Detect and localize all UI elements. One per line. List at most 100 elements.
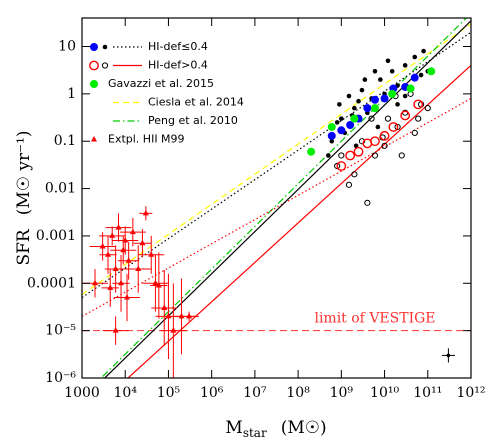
x-tick-label: 10⁵ (157, 385, 181, 401)
point (327, 122, 336, 131)
point (124, 294, 131, 300)
point (326, 153, 331, 158)
point (364, 199, 371, 206)
x-tick-label: 10¹² (456, 385, 485, 401)
point (421, 48, 426, 54)
point (92, 279, 99, 286)
fit-line (82, 23, 471, 295)
point (402, 93, 408, 99)
x-tick-label: 10⁶ (200, 385, 224, 401)
point (424, 105, 431, 112)
point (155, 281, 162, 288)
x-tick-label: 10¹¹ (413, 385, 442, 401)
y-label-unit: (M☉ yr⁻¹) (14, 130, 34, 215)
point (339, 116, 344, 121)
point (412, 54, 418, 60)
point (388, 122, 399, 132)
point (410, 73, 419, 82)
x-tick-label: 10⁴ (114, 385, 138, 401)
legend-marker (91, 136, 97, 142)
point (394, 123, 401, 131)
point (115, 224, 122, 230)
legend-label: HI-def≤0.4 (148, 40, 208, 53)
x-label-sub: star (243, 426, 267, 440)
point (402, 63, 408, 68)
point (161, 304, 168, 311)
y-tick-label: 0.1 (54, 133, 76, 149)
point (370, 104, 379, 113)
x-tick-label: 1000 (64, 385, 100, 401)
point (122, 237, 129, 243)
x-axis-label: Mstar (M☉) (225, 418, 326, 440)
point (186, 312, 193, 319)
y-label-main: SFR (14, 228, 34, 265)
legend-label: Peng et al. 2010 (148, 114, 238, 127)
point (334, 162, 341, 170)
point (378, 77, 383, 82)
point (368, 115, 375, 122)
fit-line (82, 31, 471, 299)
point (178, 312, 185, 319)
point (329, 138, 335, 144)
error-example-point (446, 353, 451, 358)
point (350, 114, 359, 123)
y-tick-label: 10⁻⁶ (45, 370, 76, 386)
plot-area (82, 18, 471, 378)
y-tick-label: 0.001 (36, 228, 76, 244)
point (381, 142, 388, 149)
point (358, 138, 366, 145)
point (370, 95, 379, 104)
y-tick-label: 1 (67, 86, 76, 102)
legend-marker (89, 60, 99, 71)
y-tick-label: 10⁻⁵ (45, 323, 76, 339)
point (400, 110, 411, 121)
point (395, 102, 400, 107)
fit-line (127, 64, 471, 378)
point (372, 68, 378, 74)
point (327, 131, 336, 140)
point (152, 279, 159, 286)
point (352, 105, 357, 111)
limit-label: limit of VESTIGE (314, 311, 435, 327)
legend-label: Gavazzi et al. 2015 (108, 77, 214, 90)
x-tick-label: 10⁸ (286, 385, 310, 401)
point (389, 68, 395, 74)
point (107, 284, 114, 290)
point (112, 265, 119, 272)
point (307, 147, 316, 156)
legend-marker (90, 43, 98, 51)
point (418, 72, 424, 78)
x-tick-label: 10⁹ (330, 385, 354, 401)
point (379, 130, 390, 141)
point (170, 327, 177, 333)
y-tick-label: 0.01 (45, 181, 76, 197)
point (406, 84, 415, 93)
point (375, 124, 381, 130)
point (413, 99, 424, 110)
point (337, 126, 346, 135)
y-tick-label: 10 (58, 39, 76, 55)
point (384, 115, 392, 122)
point (362, 77, 368, 82)
point (427, 67, 436, 76)
point (398, 152, 405, 159)
point (370, 136, 380, 147)
point (380, 94, 389, 103)
x-label-main: M (225, 418, 242, 438)
point (356, 98, 361, 104)
plot-frame (81, 17, 472, 379)
point (363, 104, 372, 113)
point (353, 143, 359, 149)
point (142, 209, 149, 216)
point (346, 93, 352, 99)
legend-label: Ciesla et al. 2014 (148, 96, 244, 109)
y-axis-label: SFR (M☉ yr⁻¹) (14, 130, 34, 265)
point (345, 150, 356, 161)
point (118, 279, 125, 286)
x-tick-label: 10¹⁰ (370, 385, 399, 401)
point (388, 89, 397, 98)
legend-marker (90, 80, 98, 88)
y-tick-label: 0.0001 (27, 275, 76, 291)
point (345, 181, 353, 188)
